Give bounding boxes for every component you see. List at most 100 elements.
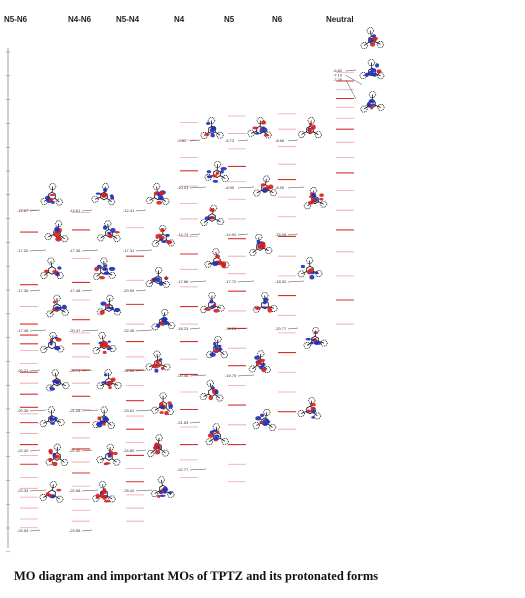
molecular-orbital-plot xyxy=(205,335,229,359)
orbital-energy-label: -14.92 xyxy=(225,232,237,237)
leader-line xyxy=(189,139,201,142)
leader-line xyxy=(135,449,147,452)
orbital-energy-label: -17.36 xyxy=(17,288,29,293)
orbital-energy-label: -22.65 xyxy=(123,368,135,373)
leader-line xyxy=(189,186,207,189)
orbital-energy-label: -18.32 xyxy=(275,279,287,284)
molecular-orbital-plot xyxy=(204,248,230,269)
molecular-orbital-plot xyxy=(360,91,385,113)
molecular-orbital-plot xyxy=(44,220,69,243)
leader-line xyxy=(189,421,201,424)
orbital-energy-label: -17.36 xyxy=(69,248,81,253)
orbital-energy-label: -15.06 xyxy=(275,232,287,237)
orbital-energy-label: -8.73 xyxy=(225,138,235,143)
column-header: N5 xyxy=(224,15,235,24)
orbital-energy-label: -8.90 xyxy=(225,185,235,190)
mo-diagram: N5-N6 -12.67 -17.20 -17.36 -17.48 -20.21 -20.3… xyxy=(4,15,385,553)
leader-line xyxy=(29,209,41,212)
orbital-energy-label: -8.90 xyxy=(275,185,285,190)
column-header: N5-N6 xyxy=(4,15,28,24)
leader-line xyxy=(135,369,147,372)
molecular-orbital-plot xyxy=(199,292,225,313)
figure-caption: MO diagram and important MOs of TPTZ and… xyxy=(14,569,379,583)
orbital-energy-label: -17.72 xyxy=(225,279,237,284)
leader-line xyxy=(189,327,201,330)
leader-line xyxy=(29,329,47,332)
molecular-orbital-plot xyxy=(39,406,65,427)
orbital-energy-label: -13.61 xyxy=(69,208,81,213)
orbital-energy-label: -19.75 xyxy=(225,373,237,378)
molecular-orbital-plot xyxy=(200,117,224,139)
molecular-orbital-plot xyxy=(40,183,64,206)
column-header: Neutral xyxy=(326,15,354,24)
molecular-orbital-plot xyxy=(151,308,176,331)
energy-axis-ticks xyxy=(6,51,10,553)
leader-line xyxy=(135,289,147,292)
molecular-orbital-plot xyxy=(40,257,64,279)
molecular-orbital-plot xyxy=(45,443,69,467)
leader-line xyxy=(135,249,153,252)
molecular-orbital-plot xyxy=(91,481,116,503)
orbital-energy-label: -22.45 xyxy=(123,328,135,333)
molecular-orbital-plot xyxy=(204,160,230,183)
orbital-energy-label: -12.41 xyxy=(123,208,135,213)
orbital-energy-label: -22.77 xyxy=(177,467,189,472)
orbital-energy-label: -21.83 xyxy=(177,420,189,425)
molecular-orbital-plot xyxy=(360,27,385,49)
molecular-orbital-plot xyxy=(252,409,277,431)
leader-line xyxy=(189,374,207,377)
orbital-energy-label: -23.55 xyxy=(69,528,81,533)
molecular-orbital-plot xyxy=(303,187,328,210)
orbital-energy-label: -14.74 xyxy=(177,232,189,237)
leader-line xyxy=(81,209,93,212)
orbital-energy-label: -20.48 xyxy=(177,373,189,378)
molecular-orbital-plot xyxy=(45,369,70,392)
leader-line xyxy=(135,209,147,212)
orbital-energy-label: -10.03 xyxy=(177,185,189,190)
column-header: N6 xyxy=(272,15,283,24)
leader-line xyxy=(29,529,41,532)
molecular-orbital-plot xyxy=(248,233,273,257)
leader-line xyxy=(81,289,93,292)
leader-line xyxy=(189,468,207,471)
orbital-energy-label: -24.80 xyxy=(123,448,135,453)
mo-column-n5: N5 -8.73 -8.90 -14.92 -17.72 -18.24 -19.75 xyxy=(224,15,278,483)
column-header: N5-N4 xyxy=(116,15,140,24)
leader-line xyxy=(237,233,249,236)
leader-line xyxy=(287,327,299,330)
orbital-energy-label: -18.23 xyxy=(177,326,189,331)
leader-line xyxy=(81,329,99,332)
orbital-energy-label: -24.54 xyxy=(17,528,29,533)
molecular-orbital-plot xyxy=(145,350,171,373)
leader-line xyxy=(81,529,93,532)
orbital-energy-label: -17.48 xyxy=(17,328,29,333)
molecular-orbital-plot xyxy=(96,443,121,466)
molecular-orbital-plot xyxy=(145,266,171,288)
molecular-orbital-plot xyxy=(200,204,225,226)
molecular-orbital-plot xyxy=(303,327,328,349)
leader-line xyxy=(189,233,201,236)
molecular-orbital-plot xyxy=(46,294,70,318)
molecular-orbital-plot xyxy=(96,220,121,242)
orbital-energy-label: -22.68 xyxy=(69,488,81,493)
molecular-orbital-plot xyxy=(297,257,323,280)
molecular-orbital-plot xyxy=(92,257,117,280)
orbital-energy-label: -7.26 xyxy=(333,77,343,82)
mo-columns: N5-N6 -12.67 -17.20 -17.36 -17.48 -20.21 -20.3… xyxy=(4,15,385,533)
leader-line xyxy=(29,409,47,412)
orbital-energy-label: -20.47 xyxy=(69,328,81,333)
mo-column-n5-n6: N5-N6 -12.67 -17.20 -17.36 -17.48 -20.21 -20.3… xyxy=(4,15,70,533)
orbital-energy-label: -17.48 xyxy=(69,288,81,293)
leader-line xyxy=(29,489,47,492)
leader-line xyxy=(237,374,255,377)
molecular-orbital-plot xyxy=(39,332,65,353)
column-header: N4 xyxy=(174,15,185,24)
leader-line xyxy=(287,139,299,142)
molecular-orbital-plot xyxy=(248,350,272,373)
orbital-energy-label: -22.42 xyxy=(17,448,29,453)
orbital-energy-label: -20.77 xyxy=(275,326,287,331)
orbital-energy-label: -6.82 xyxy=(333,68,343,73)
molecular-orbital-plot xyxy=(146,434,170,457)
leader-line xyxy=(189,280,207,283)
molecular-orbital-plot xyxy=(39,481,64,503)
